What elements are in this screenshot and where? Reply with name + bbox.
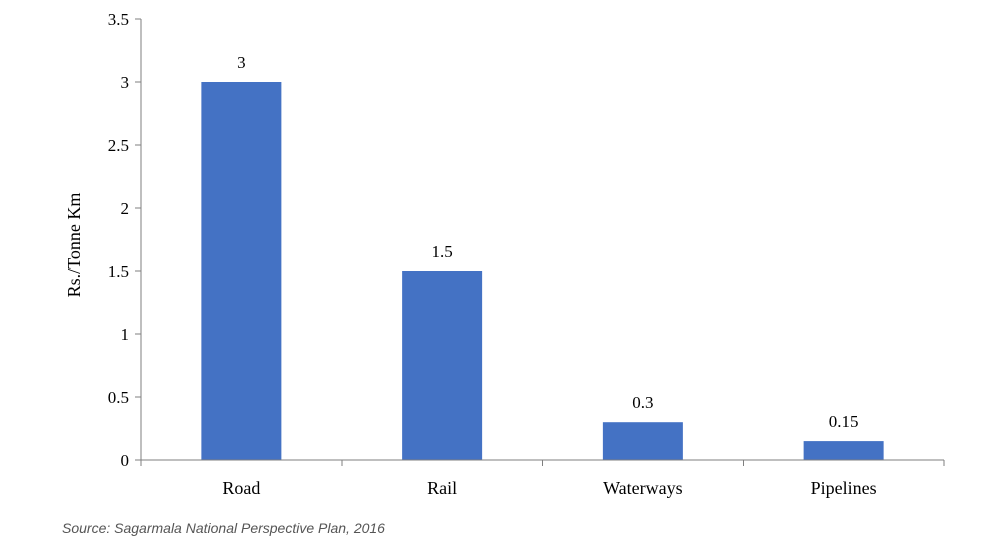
y-axis-title: Rs./Tonne Km bbox=[64, 193, 84, 298]
y-tick-label: 2.5 bbox=[108, 136, 129, 155]
bar-waterways bbox=[602, 422, 683, 460]
y-tick-label: 3.5 bbox=[108, 10, 129, 29]
y-axis bbox=[135, 18, 142, 461]
data-label-road: 3 bbox=[237, 53, 246, 72]
data-label-rail: 1.5 bbox=[432, 242, 453, 261]
data-labels-group: 3 1.5 0.3 0.15 bbox=[237, 53, 858, 431]
x-tick-label-waterways: Waterways bbox=[603, 478, 683, 498]
y-tick-label: 0 bbox=[121, 451, 130, 470]
y-tick-label: 2 bbox=[121, 199, 130, 218]
data-label-waterways: 0.3 bbox=[632, 393, 653, 412]
bars-group bbox=[201, 82, 884, 460]
y-tick-label: 0.5 bbox=[108, 388, 129, 407]
data-label-pipelines: 0.15 bbox=[829, 412, 859, 431]
source-note: Source: Sagarmala National Perspective P… bbox=[62, 520, 385, 536]
bar-road bbox=[201, 82, 282, 460]
y-tick-label: 1.5 bbox=[108, 262, 129, 281]
x-tick-label-rail: Rail bbox=[427, 478, 457, 498]
bar-rail bbox=[402, 271, 483, 460]
x-axis: Road Rail Waterways Pipelines bbox=[140, 459, 945, 498]
bar-pipelines bbox=[803, 441, 884, 460]
y-axis-ticks: 0 0.5 1 1.5 2 2.5 3 3.5 bbox=[108, 10, 129, 470]
x-tick-label-pipelines: Pipelines bbox=[811, 478, 877, 498]
x-tick-label-road: Road bbox=[222, 478, 260, 498]
y-tick-label: 1 bbox=[121, 325, 130, 344]
y-tick-label: 3 bbox=[121, 73, 130, 92]
